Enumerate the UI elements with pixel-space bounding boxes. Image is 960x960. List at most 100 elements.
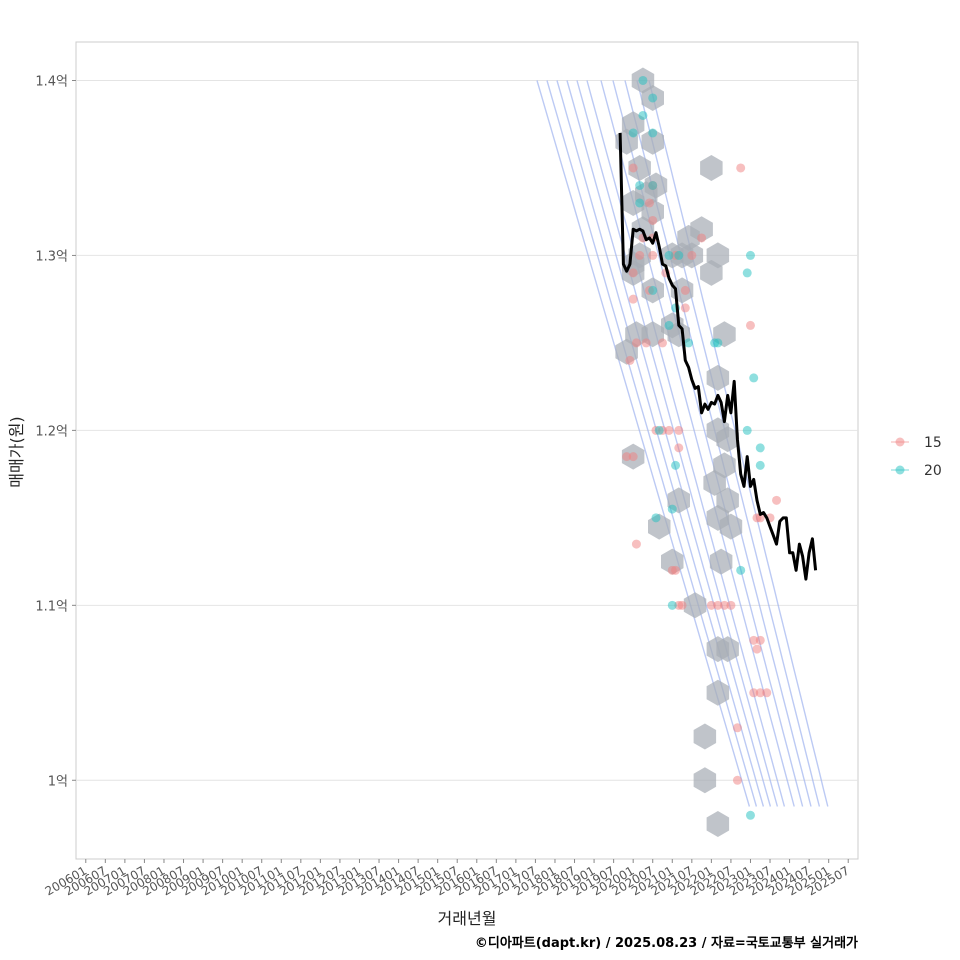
data-point-15 bbox=[622, 452, 632, 462]
data-point-15 bbox=[648, 215, 658, 225]
data-point-15 bbox=[635, 250, 645, 260]
x-axis-title: 거래년월 bbox=[438, 909, 497, 928]
data-point-20 bbox=[667, 504, 677, 514]
legend-item-15[interactable]: 15 bbox=[891, 435, 942, 451]
data-point-15 bbox=[732, 775, 742, 785]
data-point-20 bbox=[664, 250, 674, 260]
data-point-20 bbox=[635, 180, 645, 190]
data-point-15 bbox=[641, 338, 651, 348]
legend-label-15: 15 bbox=[924, 435, 942, 451]
data-point-20 bbox=[755, 443, 765, 453]
data-point-20 bbox=[648, 285, 658, 295]
data-point-20 bbox=[628, 128, 638, 138]
density-contour bbox=[556, 80, 765, 807]
hexbin bbox=[703, 469, 726, 496]
data-point-15 bbox=[644, 198, 654, 208]
hexbin bbox=[631, 216, 655, 243]
data-point-15 bbox=[749, 688, 759, 698]
data-point-15 bbox=[736, 163, 746, 173]
data-point-15 bbox=[726, 600, 736, 610]
data-point-15 bbox=[628, 294, 638, 304]
data-point-15 bbox=[631, 539, 641, 549]
density-contour bbox=[566, 80, 772, 807]
data-point-20 bbox=[667, 600, 677, 610]
y-tick-label: 1억 bbox=[48, 774, 68, 789]
data-point-20 bbox=[742, 425, 752, 435]
hexbin bbox=[706, 364, 730, 391]
y-tick-label: 1.1억 bbox=[35, 599, 68, 614]
data-point-20 bbox=[654, 425, 664, 435]
y-axis-title: 매매가(원) bbox=[7, 416, 26, 487]
data-point-15 bbox=[719, 600, 729, 610]
hexbin bbox=[690, 216, 713, 243]
data-point-20 bbox=[648, 180, 658, 190]
data-point-20 bbox=[742, 268, 752, 278]
hexbin bbox=[700, 259, 723, 286]
hexbin bbox=[641, 128, 664, 155]
data-point-15 bbox=[772, 495, 782, 505]
data-point-15 bbox=[658, 338, 667, 348]
data-point-20 bbox=[736, 565, 746, 575]
y-tick-label: 1.2억 bbox=[35, 424, 68, 439]
y-tick-label: 1.4억 bbox=[35, 74, 68, 89]
hexbin-layer bbox=[615, 67, 743, 837]
data-point-20 bbox=[664, 320, 674, 330]
x-axis-ticks: 2006012006072007012007072008012008072009… bbox=[43, 859, 852, 899]
data-point-15 bbox=[674, 443, 684, 453]
data-point-15 bbox=[628, 163, 638, 173]
data-point-15 bbox=[674, 600, 684, 610]
data-point-20 bbox=[745, 810, 755, 820]
data-point-15 bbox=[755, 635, 765, 645]
data-point-15 bbox=[713, 600, 723, 610]
data-point-15 bbox=[648, 250, 658, 260]
y-tick-label: 1.3억 bbox=[35, 249, 68, 264]
data-point-15 bbox=[749, 635, 759, 645]
hexbin bbox=[716, 487, 739, 514]
hexbin bbox=[719, 513, 743, 540]
data-point-15 bbox=[706, 600, 716, 610]
data-point-15 bbox=[680, 303, 690, 313]
average-line-layer bbox=[618, 132, 818, 581]
data-point-20 bbox=[749, 373, 759, 383]
hexbin bbox=[693, 723, 717, 750]
y-axis-ticks: 1억 1.1억 1.2억 1.3억 1.4억 bbox=[35, 74, 76, 789]
data-point-20 bbox=[635, 198, 645, 208]
data-point-20 bbox=[648, 128, 658, 138]
data-point-20 bbox=[684, 338, 694, 348]
hexbin bbox=[621, 190, 645, 216]
hexbin bbox=[693, 767, 717, 794]
data-point-15 bbox=[628, 268, 638, 278]
hexbin bbox=[706, 811, 730, 837]
data-point-15 bbox=[628, 452, 638, 462]
data-point-15 bbox=[755, 688, 765, 698]
hexbin bbox=[700, 155, 723, 181]
data-point-15 bbox=[697, 233, 707, 243]
data-point-15 bbox=[755, 513, 765, 523]
data-point-20 bbox=[648, 93, 658, 103]
hexbin bbox=[628, 155, 651, 181]
data-point-15 bbox=[752, 644, 762, 654]
legend: 15 20 bbox=[891, 435, 942, 479]
data-point-20 bbox=[671, 460, 681, 470]
average-line bbox=[618, 132, 818, 581]
data-point-20 bbox=[638, 110, 648, 120]
data-point-15 bbox=[745, 320, 755, 330]
data-point-20 bbox=[638, 75, 648, 85]
data-point-20 bbox=[755, 460, 765, 470]
data-point-15 bbox=[762, 688, 772, 698]
hexbin bbox=[716, 636, 739, 663]
legend-item-20[interactable]: 20 bbox=[891, 463, 942, 479]
hexbin bbox=[716, 426, 739, 453]
data-point-20 bbox=[713, 338, 723, 348]
data-point-20 bbox=[745, 250, 755, 260]
caption: ©디아파트(dapt.kr) / 2025.08.23 / 자료=국토교통부 실… bbox=[475, 935, 858, 951]
data-point-15 bbox=[671, 565, 681, 575]
hexbin bbox=[683, 592, 707, 619]
hexbin bbox=[709, 548, 733, 575]
hexbin bbox=[713, 452, 736, 479]
data-point-20 bbox=[674, 250, 684, 260]
density-contour bbox=[586, 80, 786, 807]
data-point-15 bbox=[664, 425, 674, 435]
data-point-15 bbox=[732, 723, 742, 733]
